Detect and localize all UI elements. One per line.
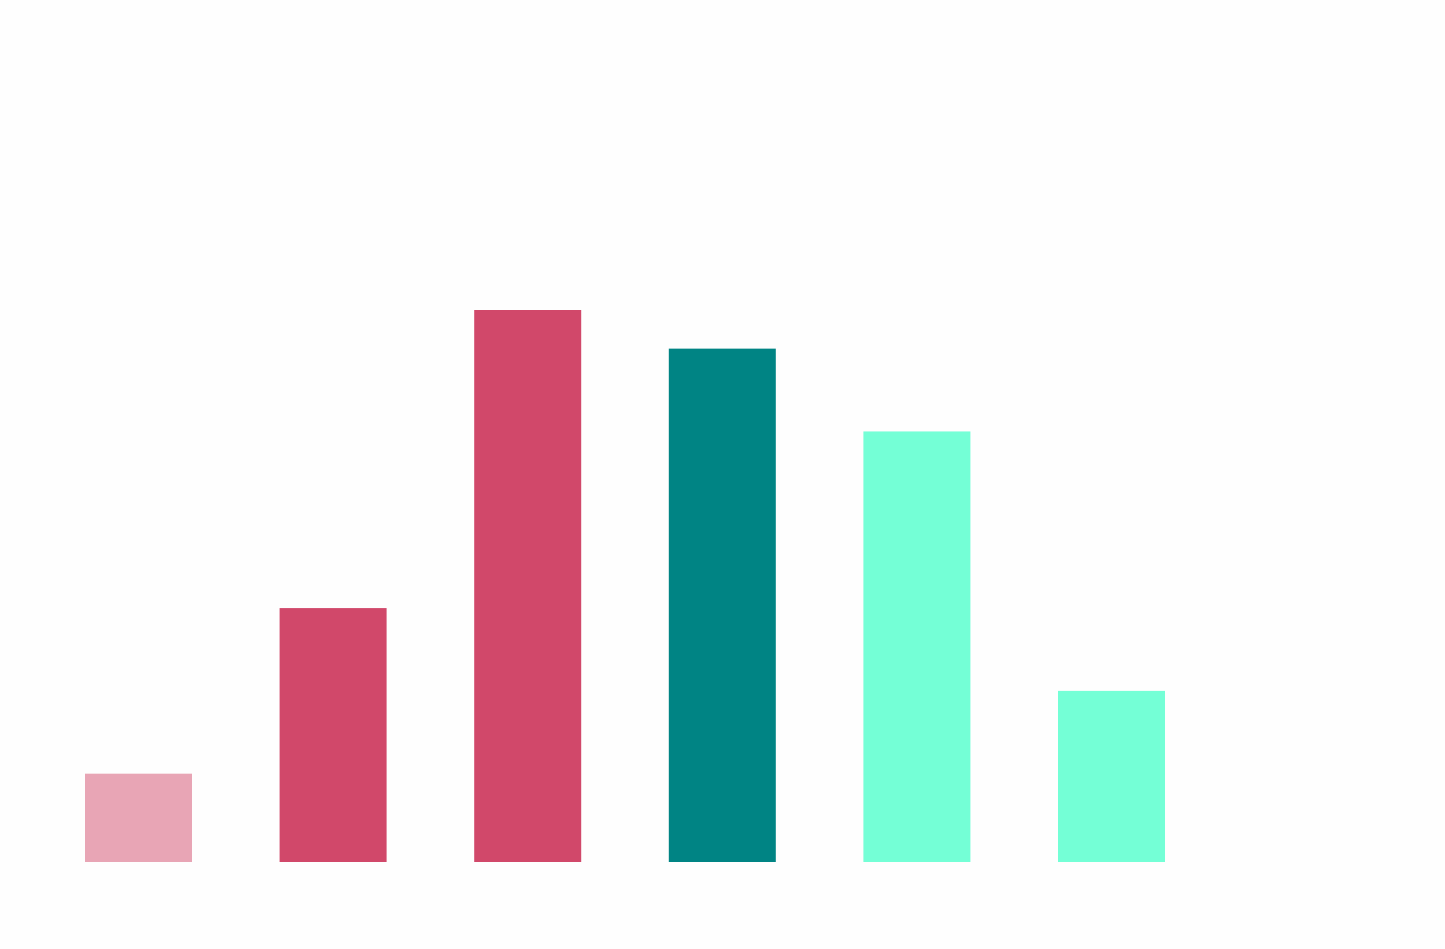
bar-2: [279, 608, 387, 862]
bar-3: [474, 310, 582, 862]
bar-5: [863, 431, 971, 862]
bar-4: [668, 348, 776, 862]
bar-6: [1058, 690, 1165, 862]
bar-1: [85, 773, 192, 862]
bars-group: [85, 310, 1165, 862]
